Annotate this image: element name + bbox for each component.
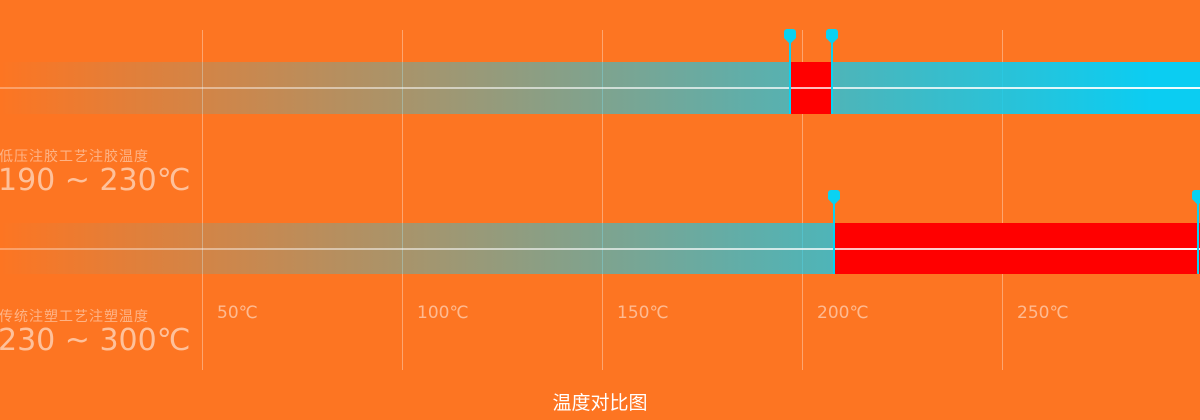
- marker-pin-point: [1192, 199, 1200, 205]
- series-2-axis-midline: [0, 248, 1200, 250]
- marker-pin-point: [826, 38, 838, 44]
- marker-pin-line: [1197, 204, 1199, 274]
- marker-pin-line: [789, 43, 791, 114]
- series-1-range-label: 190 ~ 230℃: [0, 163, 191, 198]
- axis-tick-label: 100℃: [417, 303, 469, 323]
- marker-pin-head: [1192, 190, 1200, 199]
- marker-pin-line: [831, 43, 833, 114]
- marker-pin-head: [828, 190, 840, 199]
- marker-pin: [826, 29, 838, 44]
- marker-pin-line: [833, 204, 835, 274]
- axis-tick-label: 250℃: [1017, 303, 1069, 323]
- chart-title: 温度对比图: [552, 392, 648, 414]
- marker-pin: [784, 29, 796, 44]
- series-1-axis-midline: [0, 87, 1200, 89]
- marker-pin: [1192, 190, 1200, 205]
- gridline: [802, 30, 803, 370]
- gridline: [1002, 30, 1003, 370]
- marker-pin-head: [784, 29, 796, 38]
- gridline: [402, 30, 403, 370]
- axis-tick-label: 50℃: [217, 303, 258, 323]
- gridline: [202, 30, 203, 370]
- series-2-name-label: 传统注塑工艺注塑温度: [0, 309, 149, 325]
- marker-pin-head: [826, 29, 838, 38]
- series-2-range-label: 230 ~ 300℃: [0, 323, 191, 358]
- marker-pin: [828, 190, 840, 205]
- axis-tick-label: 200℃: [817, 303, 869, 323]
- marker-pin-point: [784, 38, 796, 44]
- series-1-name-label: 低压注胶工艺注胶温度: [0, 149, 149, 165]
- axis-tick-label: 150℃: [617, 303, 669, 323]
- gridline: [602, 30, 603, 370]
- marker-pin-point: [828, 199, 840, 205]
